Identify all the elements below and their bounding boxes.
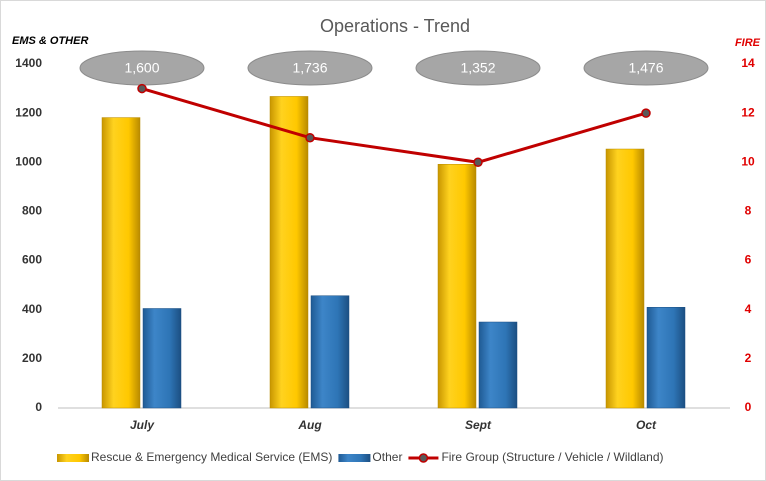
bar (437, 164, 477, 409)
x-tick-label: Oct (636, 418, 657, 432)
total-bubble (583, 50, 709, 86)
total-label: 1,476 (628, 60, 663, 76)
y2-tick-label: 14 (741, 56, 755, 70)
legend-swatch (57, 454, 89, 462)
x-tick-label: Sept (465, 418, 492, 432)
line-marker (641, 108, 651, 118)
total-label: 1,736 (292, 60, 327, 76)
x-tick-label: July (130, 418, 155, 432)
y-tick-label: 200 (22, 351, 42, 365)
total-bubble (247, 50, 373, 86)
total-bubble (415, 50, 541, 86)
legend-swatch (338, 454, 371, 462)
y2-tick-label: 8 (745, 204, 752, 218)
bar (269, 96, 309, 409)
line (141, 87, 647, 164)
y-tick-label: 400 (22, 302, 42, 316)
legend-label: Fire Group (Structure / Vehicle / Wildla… (441, 450, 663, 464)
y-tick-label: 1000 (15, 154, 42, 168)
bar (142, 308, 182, 409)
y2-tick-label: 4 (745, 302, 752, 316)
y2-tick-label: 10 (741, 154, 755, 168)
total-label: 1,600 (124, 60, 159, 76)
y-tick-label: 600 (22, 253, 42, 267)
legend-label: Other (372, 450, 402, 464)
y-tick-label: 1200 (15, 105, 42, 119)
y2-tick-label: 2 (745, 351, 752, 365)
y2-tick-label: 0 (745, 400, 752, 414)
line-marker (473, 157, 483, 168)
line-marker (305, 132, 315, 143)
y2-tick-label: 6 (745, 253, 752, 267)
y-axis-label: EMS & OTHER (12, 35, 88, 47)
bar (101, 117, 141, 409)
y2-tick-label: 12 (741, 105, 755, 119)
bar (605, 148, 645, 409)
legend-label: Rescue & Emergency Medical Service (EMS) (91, 450, 332, 464)
x-tick-label: Aug (297, 418, 322, 432)
bar (478, 321, 518, 409)
line-marker (137, 83, 147, 94)
y-tick-label: 1400 (15, 56, 42, 70)
chart-title: Operations - Trend (320, 16, 470, 36)
y2-axis-label: FIRE (735, 37, 761, 49)
total-label: 1,352 (460, 60, 495, 76)
y-tick-label: 0 (35, 400, 42, 414)
y-tick-label: 800 (22, 204, 42, 218)
bar (646, 307, 686, 409)
legend-swatch-marker (418, 453, 429, 463)
bar (310, 295, 350, 409)
